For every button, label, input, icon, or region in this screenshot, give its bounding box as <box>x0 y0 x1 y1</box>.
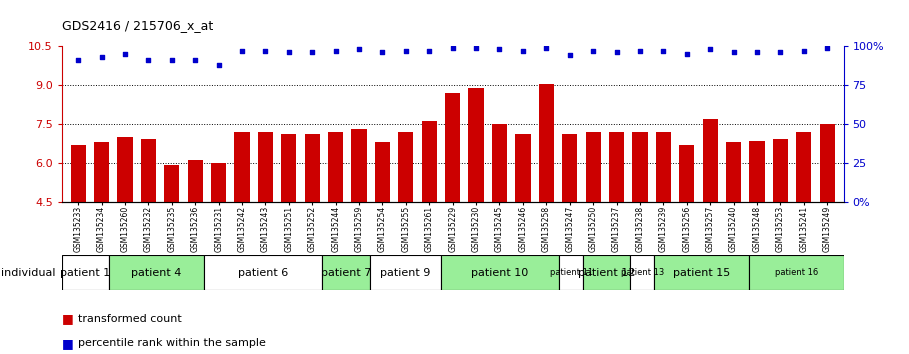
Bar <box>204 255 323 290</box>
Point <box>188 57 203 63</box>
Point <box>563 52 577 58</box>
Bar <box>820 124 834 202</box>
Point <box>703 46 717 52</box>
Bar <box>109 255 204 290</box>
Bar <box>654 255 749 290</box>
Text: GDS2416 / 215706_x_at: GDS2416 / 215706_x_at <box>62 19 213 32</box>
Point <box>282 50 296 55</box>
Text: patient 9: patient 9 <box>380 268 431 278</box>
Point <box>352 46 366 52</box>
Bar <box>562 134 577 202</box>
Bar <box>515 134 531 202</box>
Point <box>212 62 226 68</box>
Point <box>515 48 530 53</box>
Bar <box>94 142 109 202</box>
Text: patient 13: patient 13 <box>621 268 664 277</box>
Bar <box>749 141 764 202</box>
Bar <box>796 132 812 202</box>
Bar <box>258 132 273 202</box>
Point <box>399 48 414 53</box>
Point <box>609 50 624 55</box>
Bar <box>773 139 788 202</box>
Text: patient 15: patient 15 <box>673 268 730 278</box>
Bar <box>559 255 583 290</box>
Bar <box>726 142 741 202</box>
Bar <box>703 119 718 202</box>
Point <box>469 45 484 50</box>
Point <box>585 48 600 53</box>
Text: patient 11: patient 11 <box>550 268 593 277</box>
Point <box>445 45 460 50</box>
Point <box>95 54 109 60</box>
Bar <box>375 142 390 202</box>
Bar <box>630 255 654 290</box>
Text: patient 1: patient 1 <box>60 268 111 278</box>
Bar <box>422 121 437 202</box>
Bar <box>165 165 179 202</box>
Bar <box>187 160 203 202</box>
Bar <box>141 139 156 202</box>
Text: patient 16: patient 16 <box>774 268 818 277</box>
Bar <box>633 132 647 202</box>
Point <box>726 50 741 55</box>
Point <box>71 57 85 63</box>
Point <box>656 48 671 53</box>
Bar <box>117 137 133 202</box>
Bar <box>609 132 624 202</box>
Bar <box>323 255 370 290</box>
Text: transformed count: transformed count <box>78 314 182 324</box>
Bar <box>235 132 250 202</box>
Point <box>165 57 179 63</box>
Point <box>820 45 834 50</box>
Point <box>539 45 554 50</box>
Point <box>235 48 249 53</box>
Bar <box>398 132 414 202</box>
Bar <box>71 145 85 202</box>
Point <box>118 51 133 57</box>
Point <box>258 48 273 53</box>
Bar <box>445 93 460 202</box>
Text: ■: ■ <box>62 337 74 350</box>
Bar <box>655 132 671 202</box>
Text: patient 7: patient 7 <box>321 268 371 278</box>
Bar <box>468 87 484 202</box>
Bar <box>352 129 366 202</box>
Bar <box>441 255 559 290</box>
Text: ■: ■ <box>62 312 74 325</box>
Point <box>773 50 787 55</box>
Point <box>633 48 647 53</box>
Bar <box>539 84 554 202</box>
Bar <box>305 134 320 202</box>
Text: patient 12: patient 12 <box>578 268 635 278</box>
Text: patient 10: patient 10 <box>472 268 529 278</box>
Point <box>422 48 436 53</box>
Point <box>492 46 506 52</box>
Bar <box>62 255 109 290</box>
Point <box>679 51 694 57</box>
Bar <box>583 255 630 290</box>
Point <box>141 57 155 63</box>
Bar <box>749 255 844 290</box>
Point <box>328 48 343 53</box>
Text: patient 4: patient 4 <box>132 268 182 278</box>
Bar <box>211 163 226 202</box>
Text: percentile rank within the sample: percentile rank within the sample <box>78 338 266 348</box>
Bar <box>370 255 441 290</box>
Bar <box>585 132 601 202</box>
Text: individual: individual <box>1 268 55 278</box>
Point <box>796 48 811 53</box>
Text: patient 6: patient 6 <box>238 268 288 278</box>
Point <box>750 50 764 55</box>
Point <box>375 50 390 55</box>
Point <box>305 50 320 55</box>
Bar <box>679 145 694 202</box>
Bar <box>492 124 507 202</box>
Bar <box>281 134 296 202</box>
Bar <box>328 132 344 202</box>
